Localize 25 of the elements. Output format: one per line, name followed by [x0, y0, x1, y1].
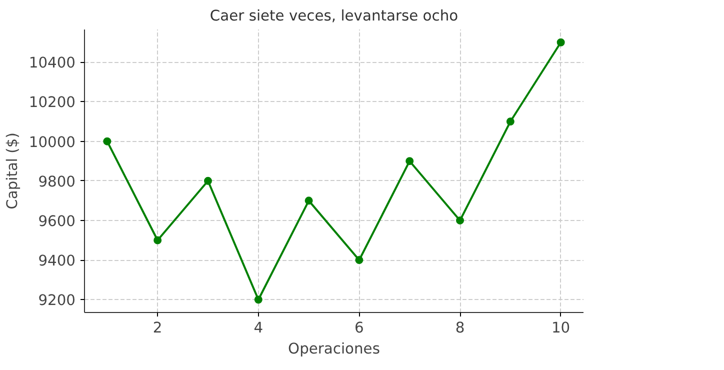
- x-tick-label: 8: [455, 320, 465, 336]
- y-tick-label: 10000: [28, 134, 76, 151]
- point: [103, 137, 112, 146]
- point: [304, 196, 313, 205]
- x-tick-label: 2: [152, 320, 162, 336]
- y-axis-title: Capital ($): [4, 132, 21, 210]
- point: [154, 236, 162, 244]
- point: [506, 118, 514, 126]
- point: [355, 256, 364, 264]
- point: [456, 216, 464, 224]
- point: [254, 296, 262, 304]
- x-tick-label: 10: [551, 320, 570, 336]
- y-tick-label: 9400: [38, 252, 76, 270]
- y-tick-label: 9800: [38, 173, 76, 190]
- y-tick-label: 10200: [28, 94, 76, 112]
- x-tick-label: 4: [254, 320, 264, 336]
- y-tick-label: 10400: [28, 54, 76, 72]
- point: [556, 38, 565, 46]
- y-tick-label: 9200: [38, 292, 76, 310]
- x-tick-label: 6: [354, 320, 364, 336]
- y-tick-label: 9600: [38, 212, 76, 230]
- x-axis-title: Operaciones: [288, 340, 380, 358]
- chart-title: Caer siete veces, levantarse ocho: [210, 8, 458, 24]
- point: [204, 176, 212, 185]
- point: [406, 157, 414, 166]
